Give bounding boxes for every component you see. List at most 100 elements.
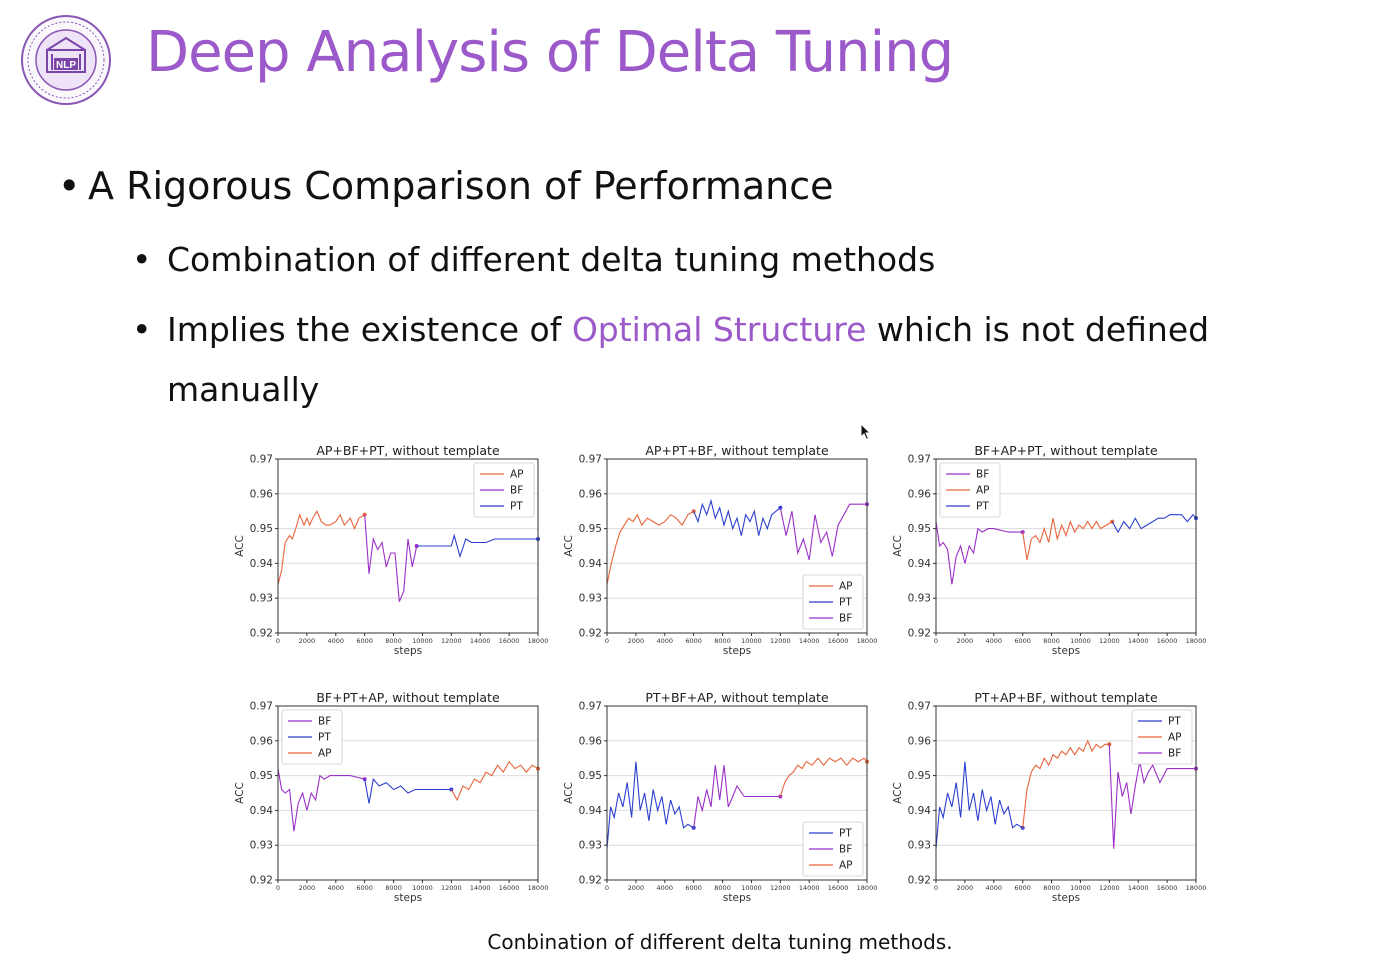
chart-1-ytick-label: 0.95 (250, 523, 273, 535)
nlp-logo: NLP (21, 15, 111, 105)
main-bullet: • A Rigorous Comparison of Performance (58, 164, 834, 208)
chart-6-xtick-label: 0 (934, 884, 938, 892)
chart-2-xtick-label: 6000 (685, 637, 702, 645)
chart-1-series-bf (364, 514, 418, 602)
chart-1-xtick-label: 4000 (328, 637, 345, 645)
page-title: Deep Analysis of Delta Tuning (146, 20, 954, 85)
chart-5-legend-label: PT (839, 828, 852, 840)
chart-2-xtick-label: 18000 (857, 637, 878, 645)
chart-2-xtick-label: 14000 (799, 637, 820, 645)
chart-6-xtick-label: 16000 (1157, 884, 1178, 892)
chart-5-xtick-label: 10000 (741, 884, 762, 892)
chart-1-xtick-label: 12000 (441, 637, 462, 645)
sub-bullet-2-text-end: which is not defined (866, 310, 1210, 349)
bullet-marker: • (132, 310, 152, 349)
chart-3-xtick-label: 0 (934, 637, 938, 645)
chart-2-ytick-label: 0.92 (579, 628, 602, 640)
chart-5-xlabel: steps (723, 892, 751, 904)
chart-4-series-bf (277, 768, 365, 832)
chart-4-ytick-label: 0.93 (250, 840, 273, 852)
chart-5-ytick-label: 0.94 (579, 805, 603, 817)
chart-3-title: BF+AP+PT, without template (974, 443, 1158, 458)
chart-6-series-ap (1022, 739, 1110, 828)
chart-3-ytick-label: 0.94 (908, 558, 932, 570)
chart-6-xtick-label: 10000 (1070, 884, 1091, 892)
chart-4-ytick-label: 0.94 (250, 805, 274, 817)
chart-2-ytick-label: 0.93 (579, 593, 602, 605)
chart-3-series-bf (935, 521, 1023, 585)
chart-1-ytick-label: 0.94 (250, 558, 274, 570)
sub-bullet-1: • Combination of different delta tuning m… (132, 240, 935, 279)
chart-6-series-pt-marker (1020, 825, 1025, 830)
chart-6-series-pt (935, 761, 1023, 849)
chart-3-xtick-label: 14000 (1128, 637, 1149, 645)
chart-1-xtick-label: 6000 (356, 637, 373, 645)
chart-4-ytick-label: 0.92 (250, 875, 273, 887)
sub-bullet-2-continuation: manually (167, 370, 320, 409)
chart-3-ytick-label: 0.93 (908, 593, 931, 605)
chart-4-xtick-label: 12000 (441, 884, 462, 892)
chart-2-legend-label: AP (839, 581, 853, 593)
chart-4-xlabel: steps (394, 892, 422, 904)
chart-6-xlabel: steps (1052, 892, 1080, 904)
chart-4-xtick-label: 8000 (385, 884, 402, 892)
chart-1-xtick-label: 10000 (412, 637, 433, 645)
chart-2-xlabel: steps (723, 645, 751, 657)
chart-5-xtick-label: 16000 (828, 884, 849, 892)
chart-6-xtick-label: 6000 (1014, 884, 1031, 892)
chart-5-ytick-label: 0.92 (579, 875, 602, 887)
chart-4-xtick-label: 14000 (470, 884, 491, 892)
chart-3: BF+AP+PT, without template 0.92 0.93 0.94 0.… (892, 443, 1206, 657)
chart-6-xtick-label: 8000 (1043, 884, 1060, 892)
chart-2-ytick-label: 0.95 (579, 523, 602, 535)
chart-3-ytick-label: 0.97 (908, 454, 931, 466)
chart-4-xtick-label: 2000 (299, 884, 316, 892)
chart-1-series-bf-marker (414, 544, 419, 548)
chart-2-xtick-label: 8000 (714, 637, 731, 645)
chart-4-ytick-label: 0.96 (250, 735, 274, 747)
chart-1-frame (277, 458, 539, 634)
chart-2-ylabel: ACC (563, 535, 575, 557)
chart-2-ytick-label: 0.97 (579, 454, 602, 466)
chart-5-series-bf (693, 765, 781, 828)
chart-2-ytick-label: 0.94 (579, 558, 603, 570)
chart-1-ytick-label: 0.93 (250, 593, 273, 605)
chart-6-legend-label: AP (1168, 732, 1182, 744)
chart-4-xtick-label: 4000 (328, 884, 345, 892)
chart-3-xtick-label: 6000 (1014, 637, 1031, 645)
chart-3-ytick-label: 0.92 (908, 628, 931, 640)
chart-5-ytick-label: 0.93 (579, 840, 602, 852)
chart-3-xtick-label: 10000 (1070, 637, 1091, 645)
figure-caption: Conbination of different delta tuning me… (487, 930, 953, 954)
chart-1-title: AP+BF+PT, without template (316, 443, 500, 458)
chart-3-xtick-label: 4000 (986, 637, 1003, 645)
chart-1-legend-label: AP (510, 469, 524, 481)
chart-6-xtick-label: 4000 (986, 884, 1003, 892)
chart-1-ylabel: ACC (234, 535, 246, 557)
chart-5-title: PT+BF+AP, without template (645, 690, 829, 705)
chart-3-xtick-label: 12000 (1099, 637, 1120, 645)
chart-4-xtick-label: 0 (276, 884, 280, 892)
chart-6-legend-label: BF (1168, 748, 1181, 760)
chart-6-ytick-label: 0.92 (908, 875, 931, 887)
chart-6-frame (935, 705, 1197, 881)
chart-5-series-pt-marker (691, 825, 696, 830)
bullet-marker: • (132, 240, 152, 279)
chart-2-xtick-label: 12000 (770, 637, 791, 645)
chart-5-legend-label: AP (839, 860, 853, 872)
chart-4-xtick-label: 18000 (528, 884, 549, 892)
svg-text:NLP: NLP (56, 60, 76, 71)
chart-1-ytick-label: 0.96 (250, 488, 274, 500)
chart-1-xtick-label: 18000 (528, 637, 549, 645)
chart-2-xtick-label: 0 (605, 637, 609, 645)
chart-5-xtick-label: 12000 (770, 884, 791, 892)
chart-3-xlabel: steps (1052, 645, 1080, 657)
chart-1: AP+BF+PT, without template 0.92 0.93 0.94 0.… (234, 443, 549, 657)
sub-bullet-2-text: Implies the existence of (167, 310, 572, 349)
chart-1-legend-label: PT (510, 501, 523, 513)
chart-4-title: BF+PT+AP, without template (316, 690, 500, 705)
chart-2: AP+PT+BF, without template 0.92 0.93 0.94 0.… (563, 443, 878, 657)
chart-5-ytick-label: 0.97 (579, 701, 602, 713)
chart-4-xtick-label: 6000 (356, 884, 373, 892)
chart-4-series-bf-marker (362, 777, 367, 782)
